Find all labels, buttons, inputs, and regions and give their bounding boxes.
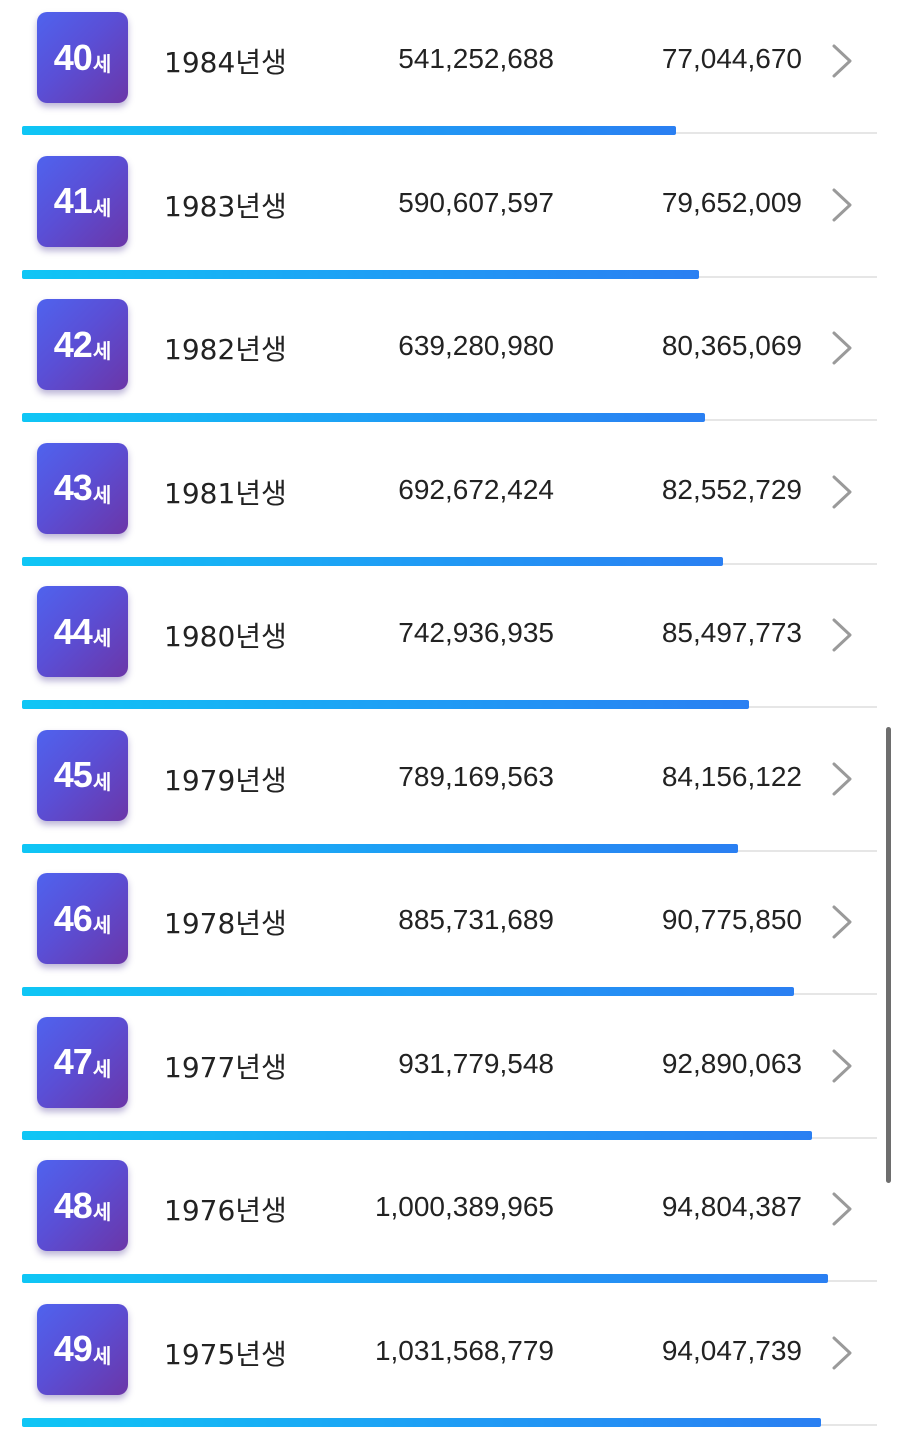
average-value: 90,775,850: [662, 904, 802, 936]
age-number: 42: [54, 324, 92, 366]
total-value: 590,607,597: [398, 187, 554, 219]
age-unit: 세: [93, 1053, 111, 1082]
total-value: 1,000,389,965: [375, 1191, 554, 1223]
progress-bar: [22, 557, 723, 566]
age-number: 47: [54, 1041, 92, 1083]
average-value: 84,156,122: [662, 761, 802, 793]
total-value: 742,936,935: [398, 617, 554, 649]
age-unit: 세: [93, 479, 111, 508]
age-number: 40: [54, 37, 92, 79]
age-unit: 세: [93, 48, 111, 77]
chevron-right-icon[interactable]: [826, 329, 856, 367]
birth-year-label: 1981년생: [164, 472, 287, 512]
average-value: 80,365,069: [662, 330, 802, 362]
age-number: 43: [54, 467, 92, 509]
age-unit: 세: [93, 766, 111, 795]
age-unit: 세: [93, 192, 111, 221]
age-number: 45: [54, 754, 92, 796]
age-unit: 세: [93, 1196, 111, 1225]
age-unit: 세: [93, 1340, 111, 1369]
chevron-right-icon[interactable]: [826, 903, 856, 941]
birth-year-label: 1978년생: [164, 902, 287, 942]
total-value: 885,731,689: [398, 904, 554, 936]
age-number: 48: [54, 1185, 92, 1227]
average-value: 94,047,739: [662, 1335, 802, 1367]
age-number: 46: [54, 898, 92, 940]
chevron-right-icon[interactable]: [826, 473, 856, 511]
birth-year-label: 1977년생: [164, 1046, 287, 1086]
average-value: 85,497,773: [662, 617, 802, 649]
birth-year-label: 1975년생: [164, 1333, 287, 1373]
birth-year-label: 1979년생: [164, 759, 287, 799]
chevron-right-icon[interactable]: [826, 616, 856, 654]
progress-bar: [22, 270, 699, 279]
average-value: 94,804,387: [662, 1191, 802, 1223]
birth-year-label: 1984년생: [164, 41, 287, 81]
progress-bar: [22, 1131, 812, 1140]
total-value: 1,031,568,779: [375, 1335, 554, 1367]
chevron-right-icon[interactable]: [826, 1047, 856, 1085]
chevron-right-icon[interactable]: [826, 1190, 856, 1228]
progress-bar: [22, 844, 738, 853]
age-unit: 세: [93, 909, 111, 938]
progress-bar: [22, 413, 705, 422]
scrollbar[interactable]: [886, 727, 891, 1183]
birth-year-label: 1976년생: [164, 1189, 287, 1229]
progress-bar: [22, 1274, 828, 1283]
total-value: 931,779,548: [398, 1048, 554, 1080]
age-unit: 세: [93, 622, 111, 651]
chevron-right-icon[interactable]: [826, 1334, 856, 1372]
birth-year-label: 1983년생: [164, 185, 287, 225]
total-value: 692,672,424: [398, 474, 554, 506]
average-value: 82,552,729: [662, 474, 802, 506]
birth-year-label: 1980년생: [164, 615, 287, 655]
age-number: 41: [54, 180, 92, 222]
progress-bar: [22, 987, 794, 996]
chevron-right-icon[interactable]: [826, 186, 856, 224]
age-number: 49: [54, 1328, 92, 1370]
age-unit: 세: [93, 335, 111, 364]
total-value: 639,280,980: [398, 330, 554, 362]
progress-bar: [22, 1418, 821, 1427]
age-number: 44: [54, 611, 92, 653]
chevron-right-icon[interactable]: [826, 42, 856, 80]
average-value: 92,890,063: [662, 1048, 802, 1080]
birth-year-label: 1982년생: [164, 328, 287, 368]
average-value: 79,652,009: [662, 187, 802, 219]
chevron-right-icon[interactable]: [826, 760, 856, 798]
progress-bar: [22, 126, 676, 135]
average-value: 77,044,670: [662, 43, 802, 75]
total-value: 541,252,688: [398, 43, 554, 75]
total-value: 789,169,563: [398, 761, 554, 793]
progress-bar: [22, 700, 749, 709]
